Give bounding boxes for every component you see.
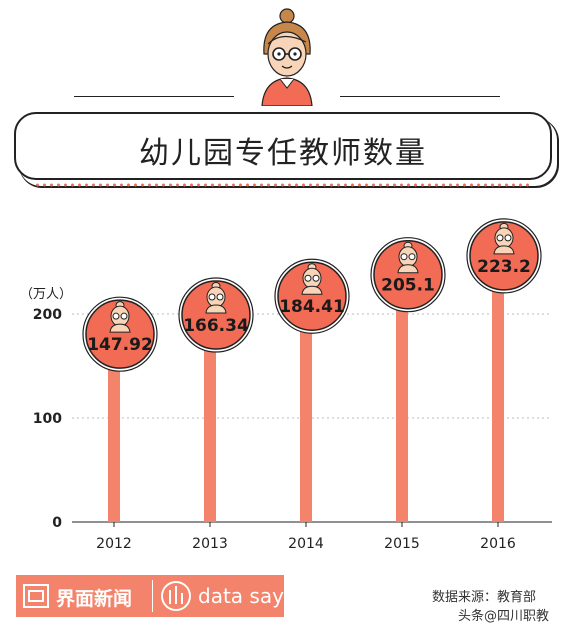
- x-tick-label: 2015: [384, 536, 420, 552]
- x-tick-label: 2014: [288, 536, 324, 552]
- bubble-mascot-icon: [493, 222, 515, 255]
- value-bubble: [85, 299, 155, 369]
- value-bubble: [469, 221, 539, 291]
- brand-divider: [152, 580, 153, 612]
- value-label-2015: 205.1: [381, 276, 435, 296]
- teacher-mascot-illustration: [261, 8, 313, 106]
- newspaper-icon: [23, 584, 49, 608]
- y-tick-label: 200: [33, 307, 62, 323]
- value-bubble: [181, 280, 251, 350]
- bubble-mascot-icon: [205, 282, 227, 314]
- chart-title: 幼儿园专任教师数量: [139, 136, 427, 171]
- y-tick-label: 100: [33, 411, 62, 427]
- bubble-mascot-icon: [397, 241, 419, 274]
- bar-2016: [492, 289, 504, 522]
- bar-2015: [396, 308, 408, 522]
- bar-2012: [108, 368, 120, 522]
- bar-chart: （万人） 0 100 200 2012 147.92 2013 166.34 2014 184.4…: [20, 218, 552, 552]
- y-tick-label: 0: [52, 515, 62, 531]
- value-bubble: [373, 239, 443, 310]
- value-label-2013: 166.34: [183, 316, 249, 336]
- x-tick-label: 2012: [96, 536, 132, 552]
- bar-2013: [204, 349, 216, 522]
- watermark: 头条@四川职教: [458, 609, 550, 624]
- bar-2014: [300, 330, 312, 522]
- brand-sub-name: data says: [198, 584, 295, 608]
- value-label-2014: 184.41: [279, 297, 345, 317]
- bubble-mascot-icon: [301, 263, 323, 295]
- value-bubble: [277, 261, 347, 331]
- brand-name: 界面新闻: [56, 588, 133, 610]
- data-source: 数据来源：教育部: [432, 590, 537, 605]
- title-box: 幼儿园专任教师数量: [14, 112, 552, 188]
- title-rule-left: [74, 96, 234, 97]
- value-label-2012: 147.92: [87, 335, 153, 355]
- x-tick-label: 2016: [480, 536, 516, 552]
- y-axis-unit-label: （万人）: [20, 287, 72, 302]
- data-says-logo-icon: [161, 581, 191, 611]
- bubble-mascot-icon: [109, 301, 131, 333]
- x-tick-label: 2013: [192, 536, 228, 552]
- title-dots-decoration: [34, 182, 532, 188]
- title-rule-right: [340, 96, 500, 97]
- brand-banner: [16, 575, 284, 617]
- value-label-2016: 223.2: [477, 257, 531, 277]
